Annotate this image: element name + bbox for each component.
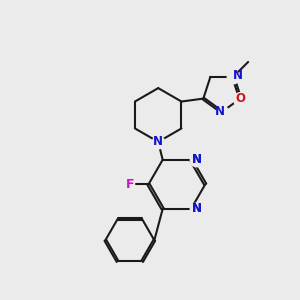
Text: F: F	[126, 178, 135, 191]
Text: N: N	[233, 69, 243, 82]
Text: N: N	[191, 153, 201, 166]
Text: N: N	[215, 106, 225, 118]
Text: N: N	[191, 202, 201, 215]
Text: N: N	[191, 153, 201, 166]
Text: O: O	[235, 92, 245, 105]
Text: N: N	[153, 135, 163, 148]
Text: N: N	[191, 202, 201, 215]
